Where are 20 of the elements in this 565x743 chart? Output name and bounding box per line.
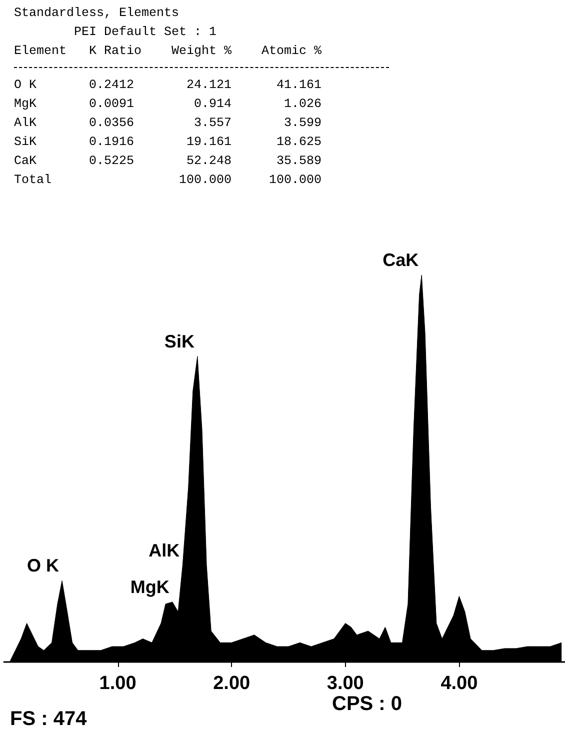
annotation: SiK — [164, 331, 194, 352]
text: Element K Ratio Weight % Atomic % — [14, 43, 323, 60]
x-tick-label: 3.00 — [326, 673, 364, 694]
text: SiK 0.1916 19.161 18.625 — [14, 134, 323, 151]
x-tick-label: 4.00 — [440, 673, 478, 694]
text: MgK 0.0091 0.914 1.026 — [14, 96, 323, 113]
annotation: MgK — [130, 577, 170, 598]
x-tick-label: 1.00 — [99, 673, 136, 694]
annotation: O K — [27, 556, 60, 576]
text: PEI Default Set : 1 — [73, 24, 218, 41]
text: Standardless, Elements — [14, 5, 180, 22]
x-tick-label: 2.00 — [213, 673, 250, 694]
text: CPS : 0 — [332, 693, 402, 716]
text: Total 100.000 100.000 — [14, 172, 323, 189]
text: FS : 474 — [10, 708, 87, 731]
annotation: AlK — [148, 540, 180, 560]
annotation: CaK — [382, 250, 419, 270]
text: AlK 0.0356 3.557 3.599 — [14, 115, 323, 132]
text: CaK 0.5225 52.248 35.589 — [14, 153, 323, 170]
text: O K 0.2412 24.121 41.161 — [14, 77, 323, 94]
